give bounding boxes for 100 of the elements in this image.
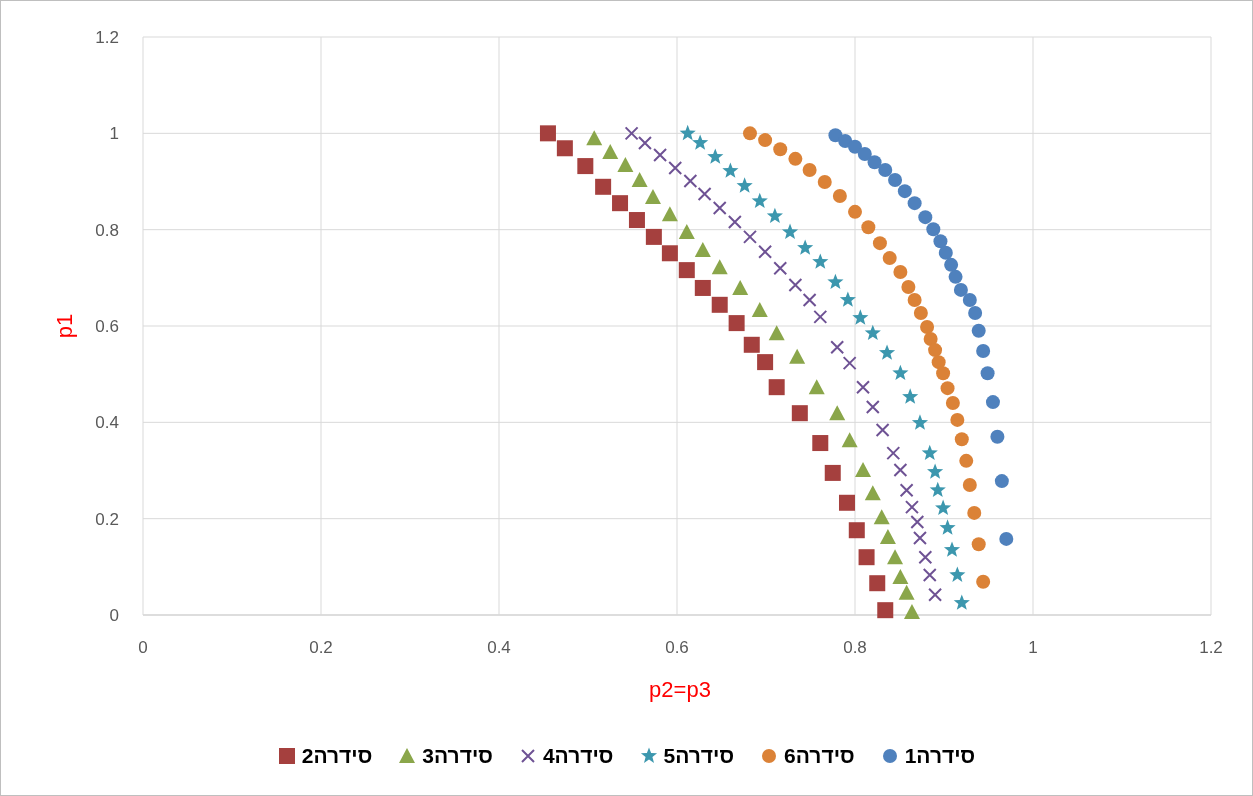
legend-label: סידרה4 — [542, 744, 614, 768]
point — [882, 251, 897, 266]
point — [945, 396, 960, 411]
x-tick-label: 1.2 — [1199, 638, 1223, 657]
point — [852, 309, 869, 325]
point — [976, 344, 991, 359]
point — [758, 133, 773, 148]
point — [602, 144, 619, 160]
point — [841, 432, 858, 448]
point — [967, 505, 982, 520]
point — [944, 257, 959, 272]
point — [878, 162, 893, 177]
point — [892, 568, 909, 584]
point — [936, 366, 951, 381]
point — [732, 279, 749, 295]
point — [742, 126, 757, 141]
y-tick-label: 0 — [109, 606, 119, 625]
point — [742, 229, 757, 244]
point — [913, 306, 928, 320]
point — [994, 474, 1009, 489]
x-tick-label: 0.4 — [487, 638, 511, 657]
point — [918, 550, 933, 565]
point — [929, 481, 946, 498]
point — [893, 463, 908, 478]
point — [577, 158, 594, 175]
point — [923, 332, 938, 347]
point — [812, 253, 829, 269]
point — [539, 125, 556, 142]
point — [878, 344, 896, 360]
point — [948, 269, 963, 284]
legend-label: סידרה1 — [904, 744, 976, 768]
point — [788, 278, 803, 293]
point — [959, 453, 974, 468]
point — [791, 405, 808, 422]
point — [712, 200, 727, 215]
point — [968, 306, 983, 320]
point — [838, 494, 855, 511]
point — [856, 380, 871, 395]
point — [869, 575, 886, 592]
point — [743, 336, 760, 353]
point — [617, 157, 634, 173]
point — [757, 354, 774, 371]
point — [985, 395, 1000, 410]
point — [661, 245, 678, 262]
point — [829, 405, 846, 421]
point — [861, 220, 876, 235]
point — [864, 485, 881, 501]
point — [766, 207, 783, 224]
point — [939, 519, 956, 535]
x-axis-title: p2=p3 — [649, 677, 711, 702]
point — [789, 348, 806, 364]
point — [653, 148, 668, 163]
y-tick-label: 0.2 — [95, 509, 119, 529]
point — [901, 279, 916, 294]
legend-label: סידרה6 — [784, 744, 855, 768]
point — [628, 212, 645, 229]
point — [920, 319, 935, 334]
point — [751, 302, 768, 318]
point — [808, 379, 825, 395]
point — [953, 594, 970, 610]
point — [990, 429, 1005, 444]
point — [711, 259, 728, 275]
point — [773, 261, 788, 276]
point — [910, 515, 925, 530]
point — [886, 446, 901, 461]
point — [867, 155, 882, 170]
point — [727, 214, 742, 229]
point — [758, 244, 773, 259]
point — [644, 188, 661, 204]
point — [848, 139, 862, 154]
y-tick-label: 1 — [109, 124, 119, 144]
point — [864, 324, 881, 341]
point — [722, 162, 739, 178]
point — [954, 432, 969, 447]
point — [928, 343, 943, 358]
point — [678, 262, 695, 279]
legend-label: סידרה5 — [663, 744, 735, 768]
point — [832, 188, 847, 203]
point — [927, 463, 944, 479]
point — [728, 315, 745, 332]
point — [679, 124, 696, 141]
point — [694, 241, 711, 257]
point — [595, 178, 612, 195]
point — [661, 206, 678, 222]
point — [842, 356, 857, 371]
point — [877, 602, 894, 619]
point — [697, 187, 712, 202]
point — [645, 228, 662, 245]
point — [631, 172, 648, 188]
point — [858, 549, 875, 566]
point — [935, 499, 952, 515]
point — [824, 464, 841, 481]
point — [940, 381, 955, 396]
point — [865, 399, 880, 414]
point — [893, 265, 908, 280]
point — [962, 477, 977, 492]
point — [839, 291, 856, 307]
point — [830, 340, 845, 355]
point — [921, 444, 938, 461]
point — [694, 279, 711, 296]
